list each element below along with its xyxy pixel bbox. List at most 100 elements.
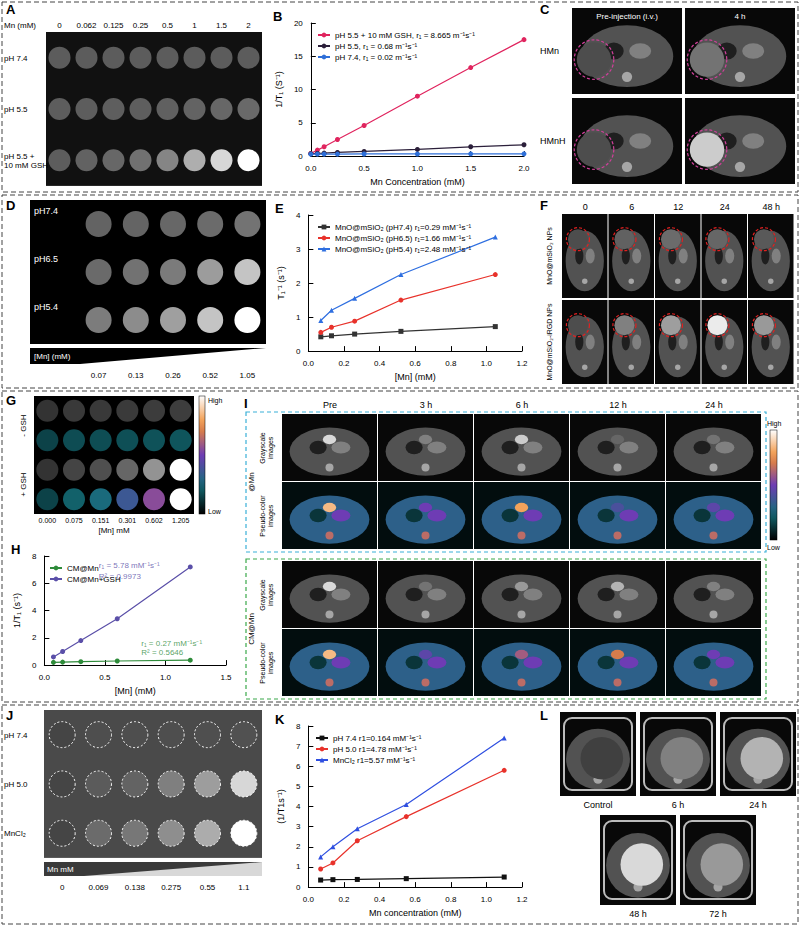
svg-text:(1/T1s⁻¹): (1/T1s⁻¹)	[276, 789, 286, 824]
svg-text:H: H	[11, 542, 20, 557]
svg-text:0.5: 0.5	[99, 673, 111, 682]
svg-text:Pre-injection (i.v.): Pre-injection (i.v.)	[596, 12, 658, 21]
svg-text:0.55: 0.55	[200, 883, 216, 892]
svg-text:E: E	[275, 201, 284, 216]
svg-text:2: 2	[32, 633, 37, 642]
svg-text:0.6: 0.6	[410, 359, 422, 368]
svg-text:[Mn] (mM): [Mn] (mM)	[395, 372, 436, 382]
svg-text:1.0: 1.0	[160, 673, 172, 682]
svg-text:HMnH: HMnH	[540, 136, 566, 146]
svg-text:1.0: 1.0	[481, 359, 493, 368]
svg-text:3: 3	[296, 822, 301, 831]
svg-text:0.602: 0.602	[145, 517, 163, 524]
svg-text:pH5.4: pH5.4	[34, 302, 58, 312]
svg-text:CM@Mn: CM@Mn	[67, 564, 99, 573]
svg-text:0: 0	[60, 883, 65, 892]
svg-text:6: 6	[32, 579, 37, 588]
svg-text:Grayscale: Grayscale	[259, 579, 267, 611]
svg-text:12: 12	[673, 202, 683, 212]
svg-text:0.000: 0.000	[39, 517, 57, 524]
svg-text:pH 5.5 +: pH 5.5 +	[4, 152, 35, 161]
svg-text:1.05: 1.05	[240, 371, 256, 380]
svg-text:15: 15	[294, 52, 303, 61]
svg-text:MnO@mSiO₂ (pH5.4) r₁=2.48 mM⁻¹: MnO@mSiO₂ (pH5.4) r₁=2.48 mM⁻¹s⁻¹	[335, 245, 472, 254]
svg-text:5: 5	[296, 782, 301, 791]
svg-text:2: 2	[246, 21, 251, 30]
svg-text:0.5: 0.5	[162, 21, 174, 30]
svg-text:images: images	[267, 504, 275, 527]
svg-text:pH 5.5, r₁ = 0.68 m⁻¹s⁻¹: pH 5.5, r₁ = 0.68 m⁻¹s⁻¹	[335, 42, 418, 51]
svg-text:0: 0	[296, 347, 301, 356]
svg-text:8: 8	[296, 722, 301, 731]
svg-text:0.0: 0.0	[39, 673, 51, 682]
svg-text:r₁ = 0.27 mM⁻¹s⁻¹: r₁ = 0.27 mM⁻¹s⁻¹	[141, 639, 202, 648]
svg-text:Mn concentration (mM): Mn concentration (mM)	[369, 908, 462, 918]
svg-text:0.125: 0.125	[103, 21, 124, 30]
svg-text:10 mM GSH: 10 mM GSH	[4, 161, 48, 170]
svg-text:1.5: 1.5	[465, 164, 477, 173]
svg-text:R² = 0.5646: R² = 0.5646	[141, 648, 184, 657]
svg-text:0.52: 0.52	[202, 371, 218, 380]
svg-text:0.2: 0.2	[338, 895, 350, 904]
svg-text:I: I	[244, 396, 248, 411]
svg-text:1: 1	[296, 313, 301, 322]
svg-text:Mn Concentration (mM): Mn Concentration (mM)	[370, 177, 465, 187]
svg-text:0: 0	[296, 883, 301, 892]
svg-text:1/T₁ (s⁻¹): 1/T₁ (s⁻¹)	[12, 593, 22, 628]
svg-text:1.0: 1.0	[481, 895, 493, 904]
svg-text:0.0: 0.0	[303, 359, 315, 368]
svg-text:[Mn] mM: [Mn] mM	[98, 526, 129, 535]
svg-text:0.4: 0.4	[374, 359, 386, 368]
svg-text:0.0: 0.0	[305, 164, 317, 173]
svg-text:1/T₁ (S⁻¹): 1/T₁ (S⁻¹)	[274, 71, 284, 108]
svg-text:3 h: 3 h	[420, 400, 433, 410]
svg-text:0.275: 0.275	[161, 883, 182, 892]
svg-text:4: 4	[296, 211, 301, 220]
svg-text:0.2: 0.2	[338, 359, 350, 368]
svg-text:1.0: 1.0	[412, 164, 424, 173]
svg-text:0.5: 0.5	[359, 164, 371, 173]
svg-text:1: 1	[296, 862, 301, 871]
svg-text:Pseudo-color: Pseudo-color	[259, 495, 266, 537]
svg-text:pH 5.0: pH 5.0	[4, 780, 28, 789]
svg-text:0.07: 0.07	[91, 371, 107, 380]
svg-text:6 h: 6 h	[672, 800, 685, 810]
svg-text:6: 6	[629, 202, 634, 212]
svg-text:[Mn] (mM): [Mn] (mM)	[115, 686, 156, 696]
svg-text:24: 24	[720, 202, 730, 212]
svg-text:10: 10	[294, 85, 303, 94]
svg-text:Control: Control	[583, 800, 612, 810]
svg-text:Low: Low	[208, 508, 222, 515]
svg-text:0: 0	[583, 202, 588, 212]
svg-text:4: 4	[32, 606, 37, 615]
svg-text:K: K	[275, 712, 285, 727]
svg-text:A: A	[6, 2, 16, 17]
svg-text:CM@Mn: CM@Mn	[247, 613, 256, 645]
svg-text:Pre: Pre	[323, 400, 337, 410]
svg-text:G: G	[6, 393, 16, 408]
svg-text:pH6.5: pH6.5	[34, 254, 58, 264]
svg-text:48 h: 48 h	[629, 909, 647, 919]
svg-text:images: images	[267, 436, 275, 459]
svg-text:0.062: 0.062	[76, 21, 97, 30]
svg-text:1.2: 1.2	[516, 895, 528, 904]
svg-text:6 h: 6 h	[516, 400, 529, 410]
svg-text:2.0: 2.0	[518, 164, 530, 173]
svg-text:20: 20	[294, 19, 303, 28]
svg-text:0.075: 0.075	[65, 517, 83, 524]
svg-text:B: B	[273, 9, 282, 24]
svg-text:1.2: 1.2	[516, 359, 528, 368]
svg-text:0.8: 0.8	[445, 895, 457, 904]
svg-text:pH 7.4, r₁ = 0.02 m⁻¹s⁻¹: pH 7.4, r₁ = 0.02 m⁻¹s⁻¹	[335, 53, 418, 62]
svg-text:Grayscale: Grayscale	[259, 432, 267, 464]
svg-text:0.301: 0.301	[119, 517, 137, 524]
svg-text:1.5: 1.5	[216, 21, 228, 30]
svg-text:0: 0	[32, 661, 37, 670]
svg-text:1.1: 1.1	[238, 883, 250, 892]
svg-text:24 h: 24 h	[749, 800, 767, 810]
svg-text:T₁⁻¹ (s⁻¹): T₁⁻¹ (s⁻¹)	[276, 266, 286, 300]
svg-text:7: 7	[296, 742, 301, 751]
svg-text:Mn mM: Mn mM	[47, 865, 74, 874]
svg-text:J: J	[6, 708, 13, 723]
svg-text:0.8: 0.8	[445, 359, 457, 368]
